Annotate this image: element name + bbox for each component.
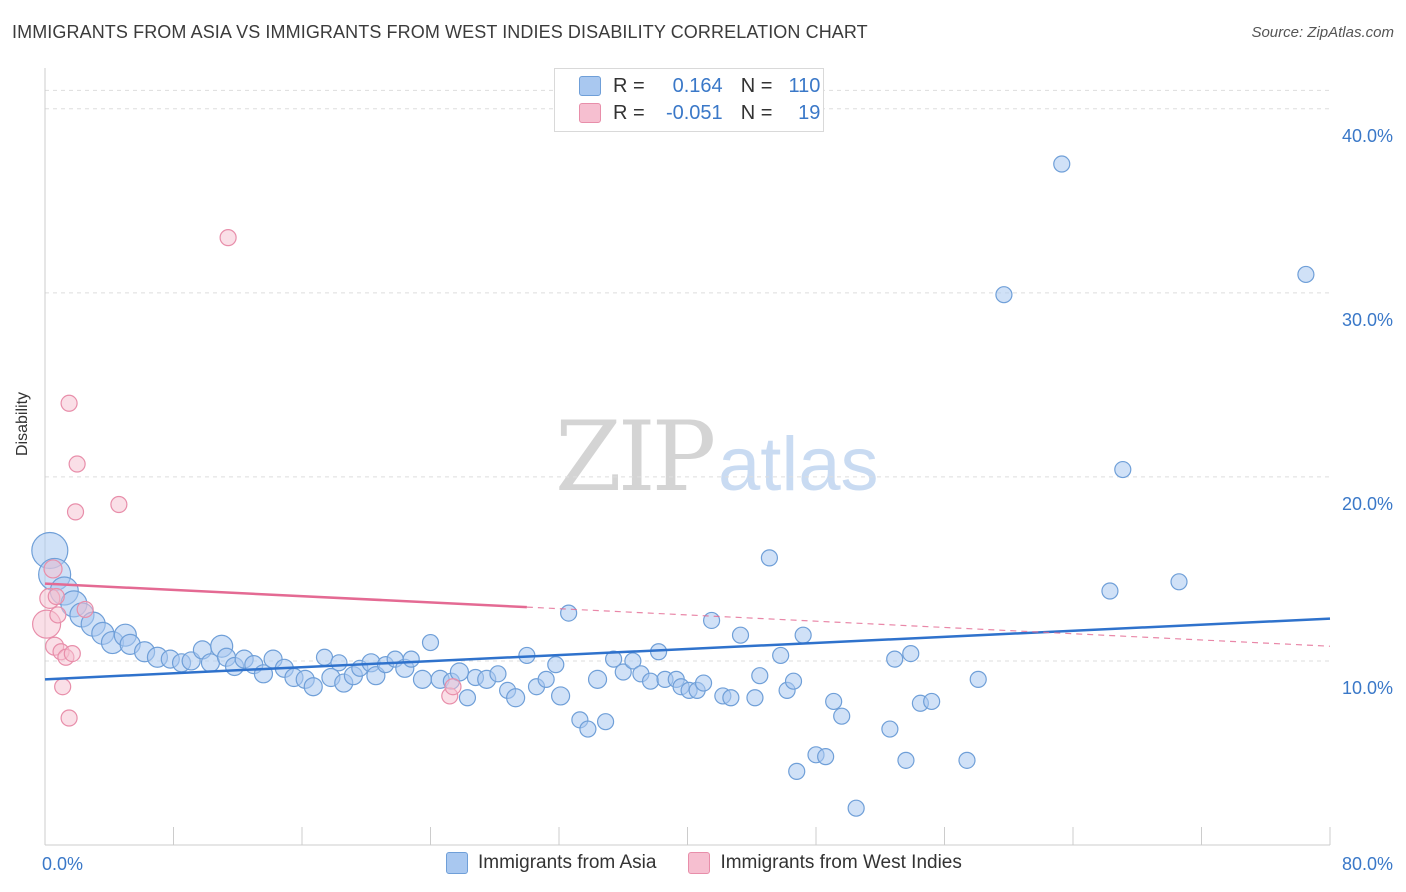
data-point-asia — [605, 650, 623, 668]
data-point-asia — [702, 611, 721, 630]
data-point-asia — [902, 644, 920, 663]
series-west-indies-points — [32, 229, 462, 727]
data-point-west-indies — [66, 503, 85, 521]
n-label: N = — [740, 101, 773, 124]
data-point-asia — [587, 669, 608, 689]
legend-row-west-indies: R = -0.051 N = 19 — [579, 100, 820, 126]
data-point-asia — [923, 692, 941, 711]
data-point-asia — [551, 686, 571, 706]
watermark-zip: ZIP — [555, 401, 714, 513]
data-point-west-indies — [47, 587, 65, 606]
data-point-asia — [694, 674, 713, 692]
chart-title: IMMIGRANTS FROM ASIA VS IMMIGRANTS FROM … — [12, 22, 868, 42]
data-point-asia — [449, 662, 470, 682]
data-point-asia — [421, 633, 440, 652]
data-point-asia — [886, 650, 904, 668]
data-point-asia — [547, 656, 565, 674]
legend-swatch-asia — [446, 852, 468, 874]
data-point-asia — [303, 677, 323, 697]
data-point-west-indies — [60, 394, 78, 412]
data-point-asia — [624, 652, 642, 670]
data-point-asia — [817, 748, 835, 766]
data-point-west-indies — [68, 455, 86, 473]
data-point-asia — [958, 751, 976, 769]
data-point-west-indies — [60, 709, 78, 727]
data-point-asia — [560, 604, 578, 622]
data-point-west-indies — [63, 644, 81, 663]
trend-line-west-indies — [44, 582, 527, 609]
data-point-asia — [881, 720, 899, 738]
data-point-asia — [794, 626, 812, 644]
data-point-asia — [1101, 582, 1119, 600]
data-point-asia — [995, 286, 1013, 304]
data-point-asia — [751, 667, 769, 685]
trend-line-extension-west-indies — [526, 606, 1331, 647]
r-label: R = — [613, 101, 645, 124]
legend-item-west-indies: Immigrants from West Indies — [688, 852, 962, 874]
data-point-west-indies — [49, 606, 67, 624]
legend-label-west-indies: Immigrants from West Indies — [720, 852, 962, 873]
data-point-asia — [731, 626, 750, 644]
r-value: -0.051 — [665, 101, 723, 124]
data-point-asia — [825, 692, 843, 711]
n-label: N = — [740, 74, 773, 97]
data-point-west-indies — [76, 600, 94, 619]
data-point-asia — [412, 669, 433, 689]
data-point-asia — [746, 689, 764, 707]
data-point-asia — [772, 646, 790, 665]
y-tick-label: 20.0% — [1342, 494, 1393, 514]
data-point-west-indies — [110, 495, 128, 514]
data-point-asia — [784, 672, 803, 690]
data-point-asia — [579, 720, 597, 738]
legend-swatch-asia — [579, 76, 601, 96]
data-point-asia — [760, 549, 779, 567]
data-point-asia — [315, 648, 334, 666]
data-point-asia — [722, 689, 740, 707]
source-credit: Source: ZipAtlas.com — [1251, 24, 1394, 41]
data-point-asia — [506, 688, 526, 708]
y-axis-label: Disability — [14, 391, 31, 456]
data-point-asia — [788, 762, 806, 780]
x-tick-label: 0.0% — [42, 854, 83, 874]
data-point-asia — [833, 707, 851, 725]
data-point-asia — [458, 689, 477, 707]
n-value: 19 — [798, 101, 821, 124]
data-point-asia — [614, 663, 632, 681]
data-point-asia — [847, 799, 865, 817]
n-value: 110 — [788, 74, 821, 97]
data-point-west-indies — [43, 559, 63, 579]
data-point-west-indies — [219, 229, 237, 247]
data-point-asia — [1297, 265, 1315, 284]
legend-row-asia: R = 0.164 N = 110 — [579, 73, 820, 99]
r-label: R = — [613, 74, 645, 97]
data-point-asia — [537, 670, 555, 688]
data-point-asia — [489, 665, 507, 683]
legend-swatch-west-indies — [579, 103, 601, 123]
legend-item-asia: Immigrants from Asia — [446, 852, 656, 874]
data-point-asia — [969, 670, 987, 688]
data-point-west-indies — [54, 678, 72, 696]
y-tick-label: 10.0% — [1342, 678, 1393, 698]
data-point-asia — [1114, 460, 1132, 479]
correlation-legend: R = 0.164 N = 110 R = -0.051 N = 19 — [554, 68, 824, 132]
x-tick-label: 80.0% — [1342, 854, 1393, 874]
data-point-asia — [596, 713, 615, 731]
data-point-asia — [330, 654, 348, 672]
trend-line-asia — [44, 617, 1331, 681]
data-point-asia — [1053, 155, 1071, 173]
y-tick-label: 40.0% — [1342, 126, 1393, 146]
r-value: 0.164 — [672, 74, 723, 97]
data-point-asia — [897, 751, 915, 769]
data-point-west-indies — [444, 678, 462, 696]
legend-label-asia: Immigrants from Asia — [478, 852, 657, 873]
legend-swatch-west-indies — [688, 852, 711, 874]
data-point-asia — [641, 672, 660, 690]
watermark-atlas: atlas — [718, 422, 879, 507]
y-tick-label: 30.0% — [1342, 310, 1393, 330]
data-point-asia — [1170, 573, 1188, 591]
data-point-asia — [402, 650, 420, 668]
series-legend: Immigrants from Asia Immigrants from Wes… — [446, 852, 994, 874]
